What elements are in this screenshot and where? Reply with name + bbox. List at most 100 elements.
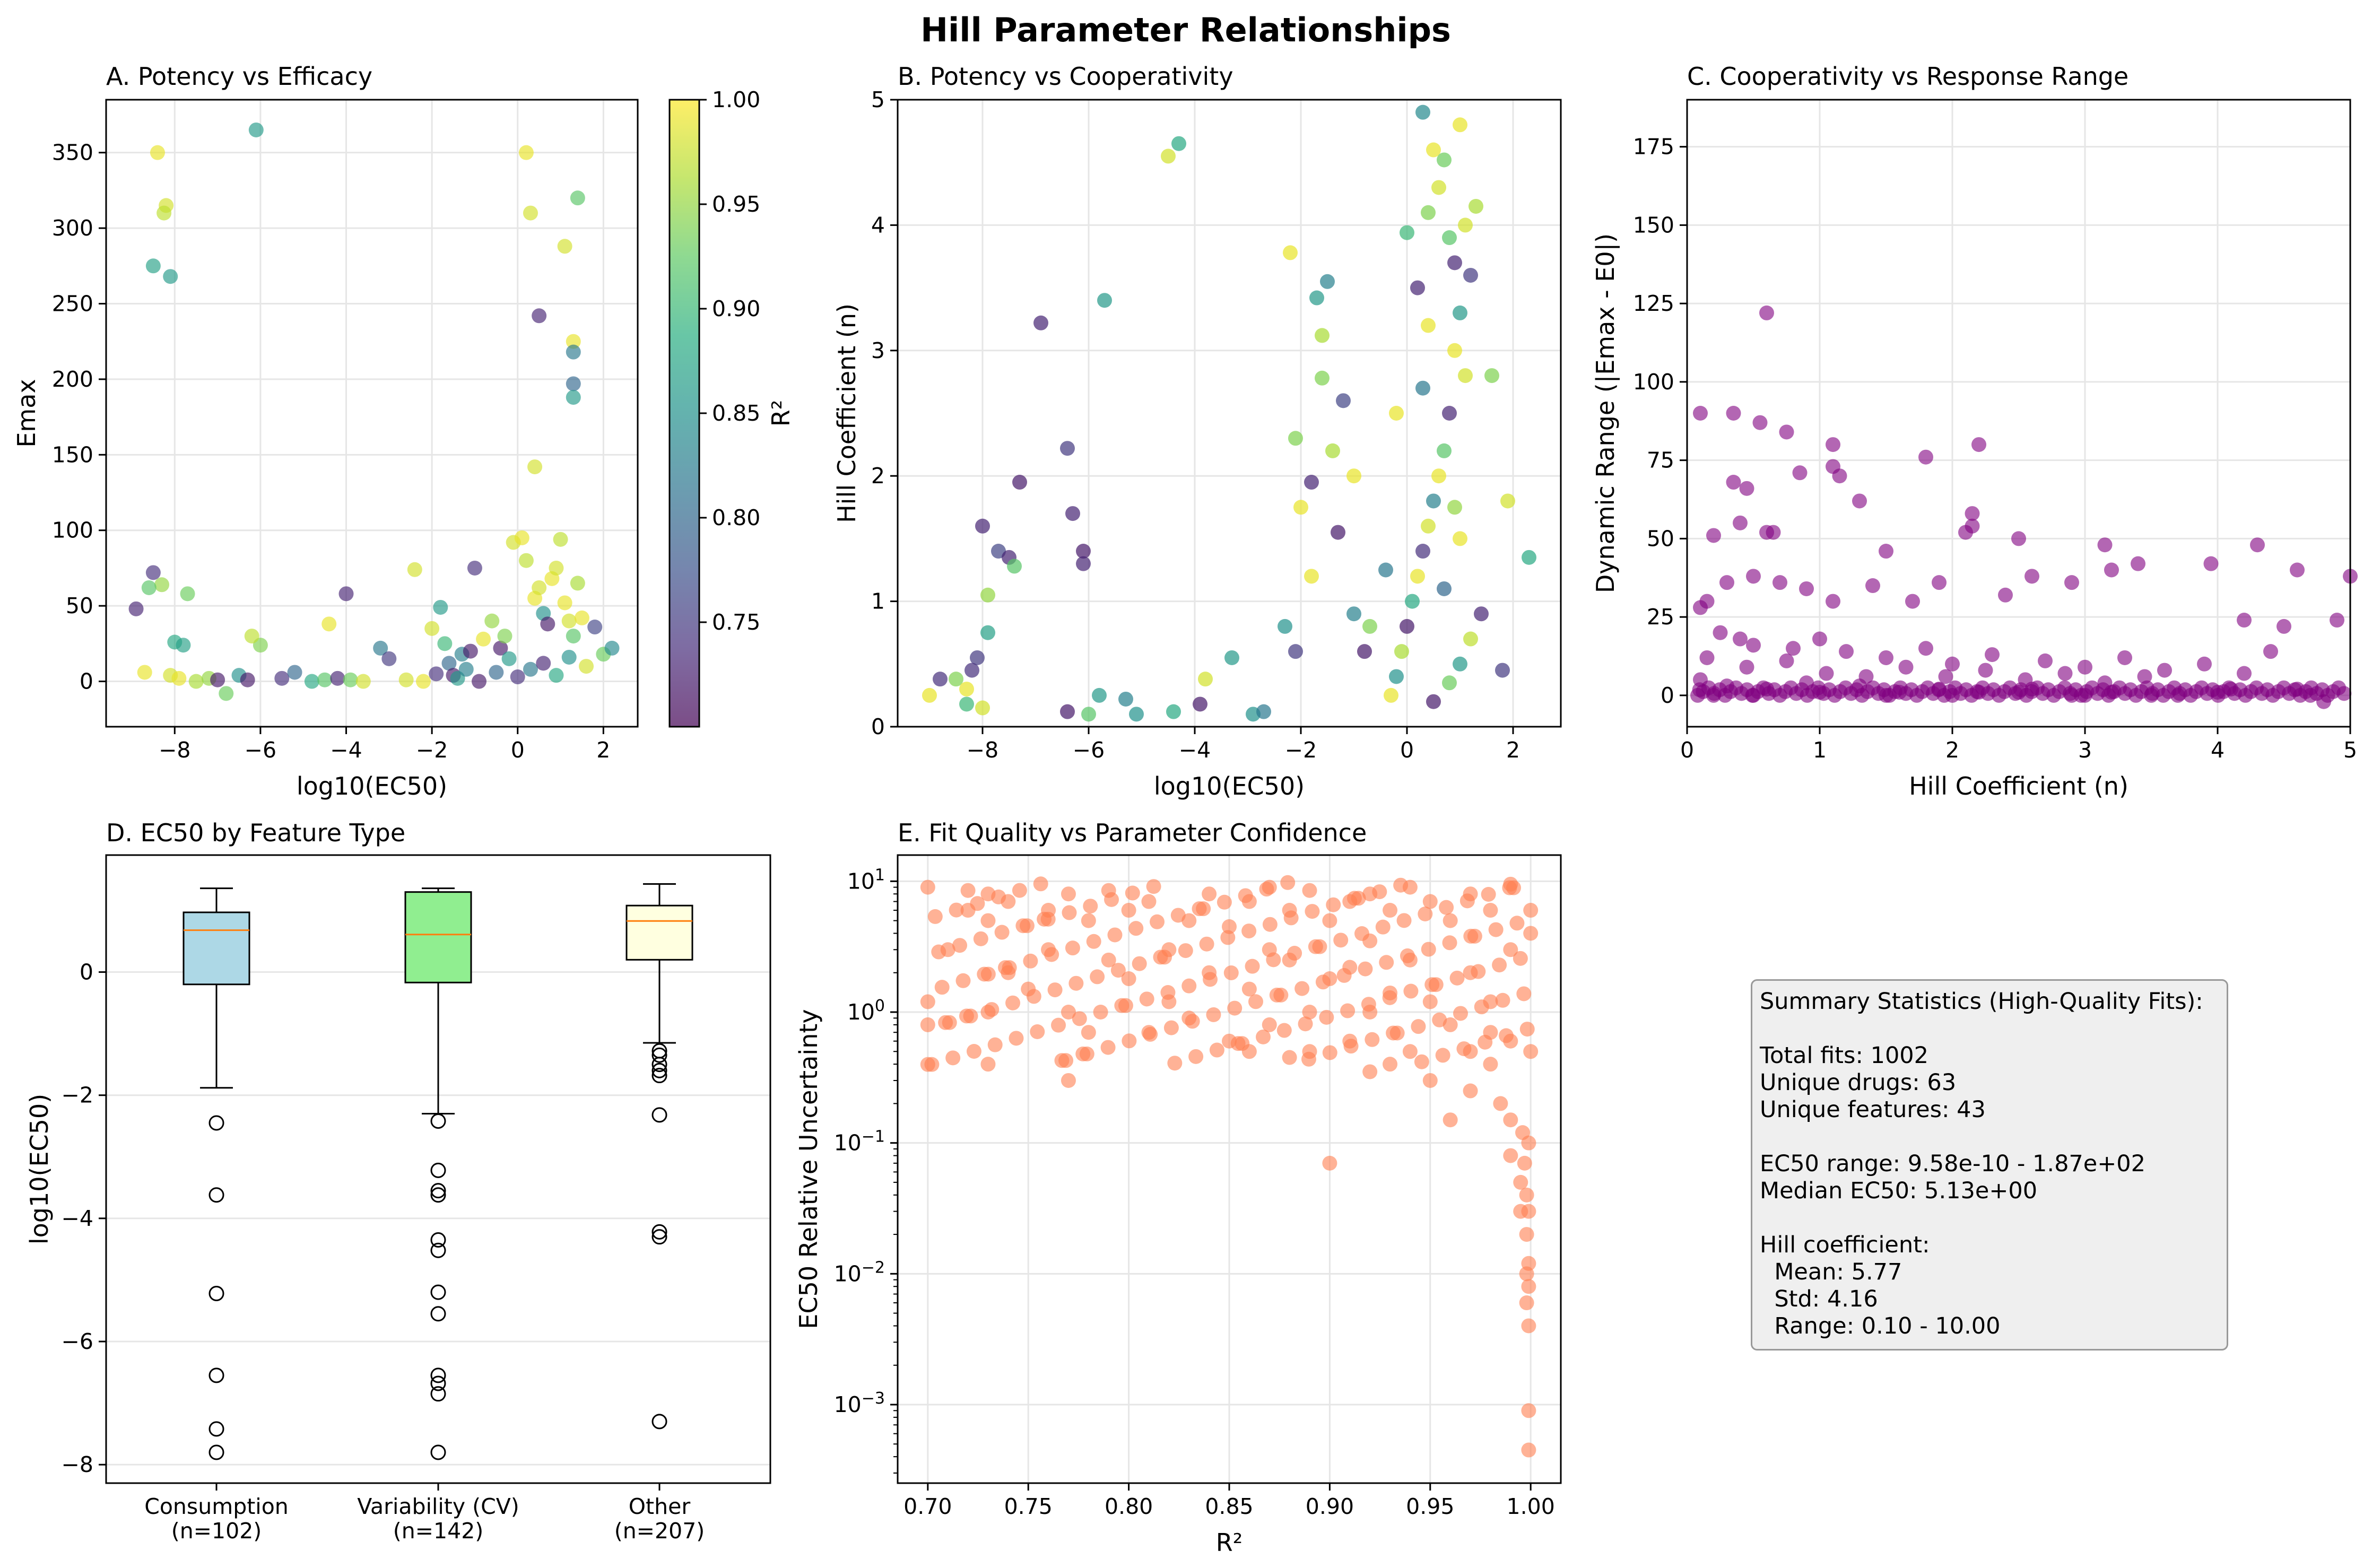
panel-b-point <box>1442 675 1457 691</box>
panel-c-point <box>1739 659 1754 675</box>
panel-b-point <box>975 700 990 716</box>
panel-e-point <box>1435 1048 1450 1063</box>
panel-b-point <box>1076 556 1091 571</box>
panel-e-point <box>1005 995 1021 1011</box>
panel-b-point <box>1288 431 1303 446</box>
panel-e-ytick: 10−1 <box>834 1128 885 1156</box>
panel-c-point <box>1932 682 1947 697</box>
panel-c-xtick: 2 <box>1945 737 1959 763</box>
panel-a-ytick: 150 <box>52 442 93 467</box>
panel-e-point <box>1402 952 1418 968</box>
panel-c-point <box>1879 650 1893 665</box>
box-flier <box>651 1107 667 1123</box>
panel-a-point <box>317 672 333 687</box>
panel-d-axes <box>105 854 771 1484</box>
panel-e-point <box>1403 983 1419 999</box>
panel-b-xlabel: log10(EC50) <box>1154 772 1305 800</box>
panel-e-point <box>927 909 943 924</box>
panel-a-point <box>561 649 577 665</box>
panel-a-point <box>549 668 564 683</box>
panel-b-point <box>1092 687 1107 703</box>
summary-line: EC50 range: 9.58e-10 - 1.87e+02 <box>1760 1151 2145 1177</box>
panel-a-ytick: 300 <box>52 215 93 241</box>
box-flier <box>208 1367 224 1383</box>
panel-e-point <box>1181 1011 1197 1026</box>
panel-b-point <box>1447 255 1462 271</box>
panel-e-xtick: 0.80 <box>1105 1494 1153 1519</box>
panel-d-xtick-count: (n=142) <box>393 1518 484 1544</box>
summary-line: Range: 0.10 - 10.00 <box>1760 1313 2001 1339</box>
panel-a-point <box>501 651 517 666</box>
panel-a-point <box>343 672 358 687</box>
panel-c-point <box>1799 675 1814 691</box>
panel-e-point <box>1167 1056 1183 1071</box>
panel-e-point <box>1342 960 1358 975</box>
panel-a-point <box>566 376 581 391</box>
panel-e-point <box>1241 894 1257 909</box>
box-flier <box>208 1115 224 1131</box>
panel-e-point <box>1503 1148 1518 1163</box>
panel-a-point <box>463 643 478 659</box>
panel-b-point <box>1453 531 1467 546</box>
summary-line: Mean: 5.77 <box>1760 1259 1902 1285</box>
box-flier <box>430 1367 446 1383</box>
panel-a-point <box>493 640 508 656</box>
panel-c-point <box>1965 506 1980 521</box>
panel-c-point <box>1938 669 1953 684</box>
panel-e-point <box>1163 1020 1179 1035</box>
panel-a-point <box>128 601 144 616</box>
panel-e-point <box>1463 1083 1478 1099</box>
panel-b-point <box>1256 704 1271 719</box>
panel-b-point <box>1060 704 1075 719</box>
panel-b-point <box>1033 315 1048 330</box>
panel-c-point <box>1693 672 1708 687</box>
panel-e-point <box>1030 1024 1045 1039</box>
panel-e-point <box>1383 985 1398 1000</box>
panel-e-point <box>1483 1025 1498 1040</box>
panel-a-point <box>429 666 444 682</box>
panel-e-xlabel: R² <box>1216 1528 1243 1557</box>
panel-b-point <box>1410 569 1425 584</box>
panel-b-point <box>1283 245 1298 260</box>
panel-b-point <box>1463 267 1478 283</box>
panel-a-point <box>532 308 547 324</box>
panel-b-point <box>933 672 948 687</box>
panel-c-point <box>1826 437 1840 452</box>
panel-a-point <box>210 672 225 687</box>
panel-e-point <box>1519 1227 1534 1242</box>
panel-c-point <box>2038 653 2053 668</box>
panel-b-ytick: 5 <box>871 87 885 112</box>
panel-e-point <box>994 925 1010 940</box>
panel-c-point <box>2064 575 2079 590</box>
panel-e-point <box>1521 1204 1536 1219</box>
panel-e-ytick-base: 10 <box>834 1261 862 1286</box>
panel-a-point <box>514 530 529 545</box>
panel-e-point <box>973 931 988 946</box>
figure-title: Hill Parameter Relationships <box>920 11 1451 49</box>
panel-c-point <box>1799 581 1814 596</box>
panel-d-xtick-count: (n=207) <box>614 1518 705 1544</box>
panel-a-point <box>407 562 422 577</box>
panel-a-point <box>574 610 589 625</box>
panel-a-point <box>304 674 319 689</box>
panel-e-point <box>1009 1031 1024 1046</box>
panel-e-ytick-exp: 1 <box>875 866 885 884</box>
panel-e-point <box>1411 1019 1426 1034</box>
panel-e-point <box>1302 1005 1317 1020</box>
panel-c-point <box>1719 575 1734 590</box>
panel-b-point <box>1336 393 1351 408</box>
panel-e-ytick-exp: −1 <box>862 1128 885 1146</box>
panel-b-point <box>1421 205 1436 220</box>
panel-b-ytick: 2 <box>871 463 885 489</box>
panel-b-point <box>1400 619 1414 634</box>
panel-e-point <box>1375 919 1391 935</box>
panel-c-point <box>1945 656 1960 672</box>
panel-c-point <box>2277 619 2291 634</box>
panel-e-point <box>1081 913 1096 928</box>
panel-b-point <box>1161 149 1176 164</box>
panel-c-point <box>1898 659 1914 675</box>
panel-b-point <box>959 682 974 697</box>
panel-c-xtick: 1 <box>1813 737 1827 763</box>
panel-e-point <box>1178 943 1193 959</box>
panel-c-point <box>1693 406 1708 421</box>
